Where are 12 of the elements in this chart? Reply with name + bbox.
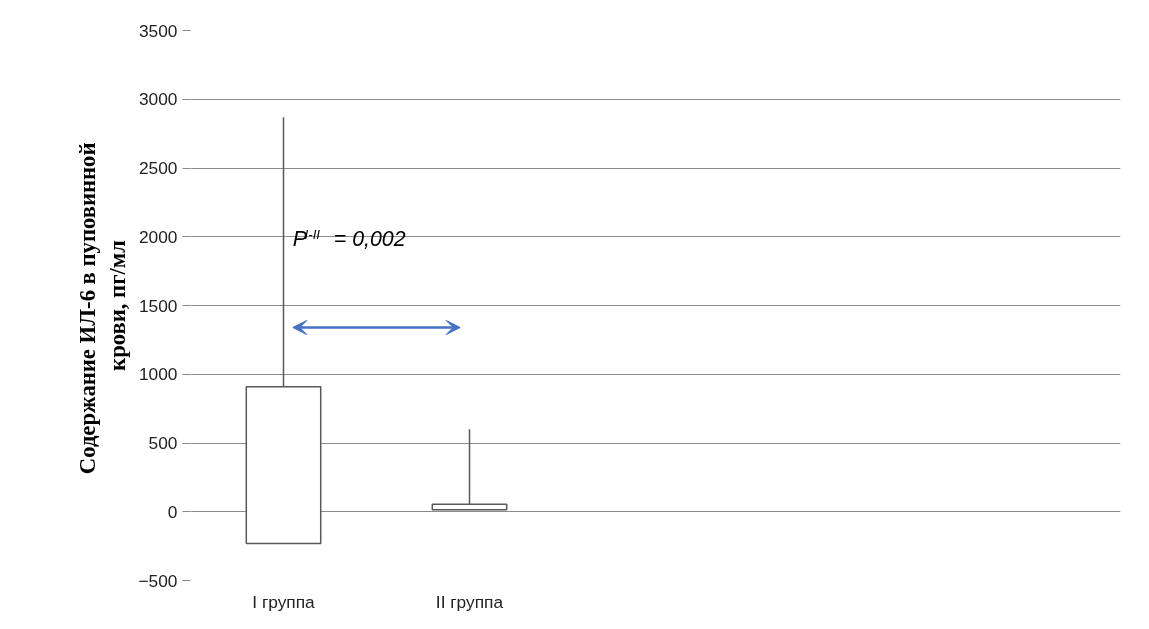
y-tick-label: 3000 bbox=[138, 89, 178, 110]
x-tick-label: II группа bbox=[435, 591, 504, 612]
y-tick-label: 1000 bbox=[138, 364, 178, 385]
y-tick-label: 1500 bbox=[138, 295, 178, 316]
y-axis-title: Содержание ИЛ-6 в пуповинной крови, пг/мл bbox=[75, 142, 131, 475]
y-tick-label: 3500 bbox=[138, 20, 178, 41]
y-tick-label: −500 bbox=[138, 570, 178, 591]
y-tick-label: 2000 bbox=[138, 226, 178, 247]
y-tick-label: 0 bbox=[167, 501, 178, 522]
x-tick-label: I группа bbox=[252, 591, 316, 612]
y-tick-label: 2500 bbox=[138, 158, 178, 178]
y-tick-label: 500 bbox=[148, 433, 178, 453]
